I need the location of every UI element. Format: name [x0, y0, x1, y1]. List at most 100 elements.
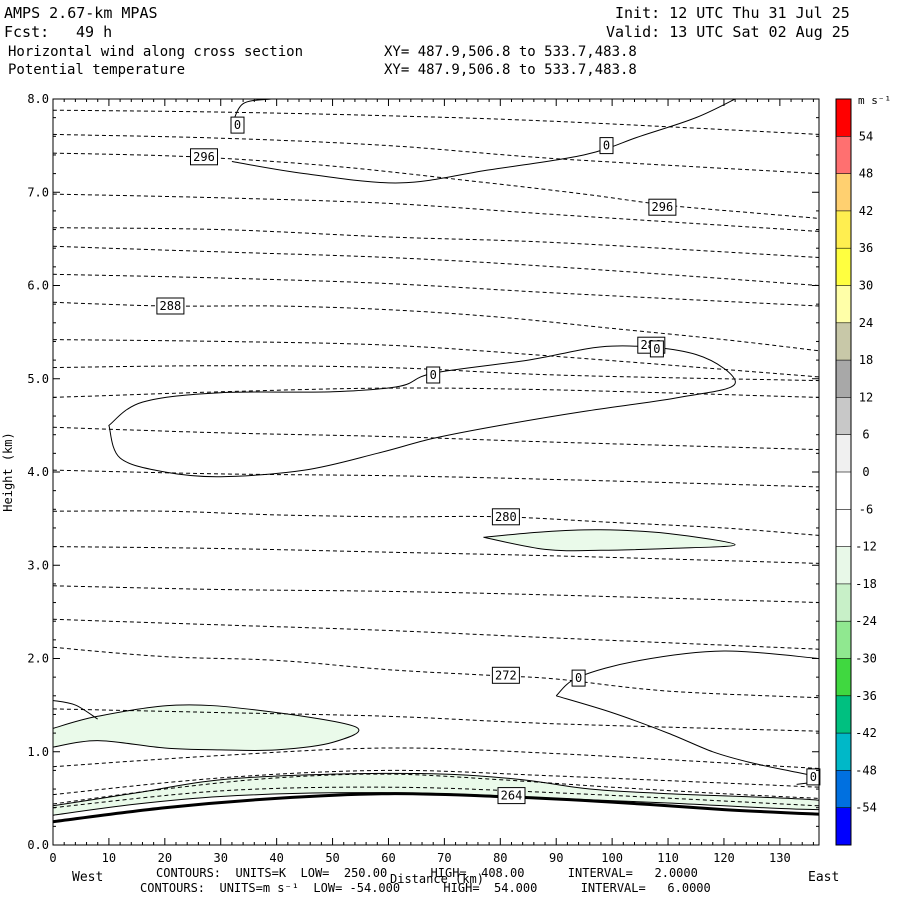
- x-tick-label: 10: [102, 851, 116, 865]
- wind-label-2: 0: [426, 366, 441, 384]
- colorbar-swatch: [836, 322, 851, 361]
- svg-text:0: 0: [603, 139, 610, 153]
- svg-text:272: 272: [495, 668, 517, 682]
- axes: 0 10 20 30 40 50 60 70 80 90 100 110 120 130 0.0 1.0 2.0…: [27, 92, 819, 865]
- svg-text:0: 0: [810, 770, 817, 784]
- colorbar-label: -36: [855, 689, 877, 703]
- y-tick-label: 6.0: [27, 279, 49, 293]
- x-tick-label: 0: [49, 851, 56, 865]
- colorbar-swatch: [836, 360, 851, 398]
- theta-line-2: [53, 747, 819, 769]
- y-tick-label: 7.0: [27, 185, 49, 199]
- x-tick-label: 130: [769, 851, 791, 865]
- theta-contour-272: [53, 646, 819, 699]
- colorbar-label: -18: [855, 577, 877, 591]
- forecast-hour: 49 h: [76, 23, 113, 41]
- init-time: Init: 12 UTC Thu 31 Jul 25: [615, 4, 850, 22]
- field1-name: Horizontal wind along cross section: [8, 44, 304, 60]
- contours-theta: CONTOURS: UNITS=K LOW= 250.00 HIGH= 408.…: [156, 866, 698, 880]
- colorbar-swatch: [836, 546, 851, 584]
- field2-xy: XY= 487.9,506.8 to 533.7,483.8: [384, 62, 637, 78]
- model-name: AMPS 2.67-km MPAS: [4, 4, 158, 22]
- colorbar-label: -24: [855, 614, 877, 628]
- wind-zero-contour-3: [53, 700, 98, 720]
- theta-label-0: 296: [190, 148, 218, 166]
- theta-line-5: [53, 585, 819, 603]
- theta-contours: [53, 109, 819, 809]
- colorbar-label: -42: [855, 726, 877, 740]
- theta-label-4: 280: [491, 508, 520, 526]
- colorbar-swatch: [836, 770, 851, 808]
- theta-contour-264: [53, 773, 819, 805]
- theta-line-6: [53, 546, 819, 564]
- colorbar-swatch: [836, 733, 851, 771]
- x-tick-label: 40: [269, 851, 283, 865]
- svg-text:0: 0: [653, 342, 660, 356]
- theta-label-2: 288: [156, 297, 185, 315]
- colorbar-label: 24: [859, 316, 873, 330]
- colorbar-swatch: [836, 248, 851, 286]
- colorbar-label: -12: [855, 540, 877, 554]
- theta-line-9: [53, 387, 819, 398]
- theta-label-5: 272: [491, 666, 520, 684]
- terrain: [53, 792, 819, 824]
- colorbar-label: 12: [859, 390, 873, 404]
- theta-line-4: [53, 618, 819, 650]
- colorbar-label: -30: [855, 652, 877, 666]
- colorbar-swatch: [836, 99, 851, 137]
- colorbar-swatch: [836, 397, 851, 435]
- negative-wind-region-1: [483, 529, 736, 552]
- svg-text:288: 288: [160, 299, 182, 313]
- theta-line-8: [53, 426, 819, 451]
- terrain-line: [53, 792, 819, 824]
- theta-line-3: [53, 708, 819, 732]
- colorbar-label: -48: [855, 763, 877, 777]
- x-tick-label: 60: [381, 851, 395, 865]
- wind-label-4: 0: [571, 669, 586, 687]
- theta-line-16: [53, 133, 819, 175]
- x-tick-label: 110: [657, 851, 679, 865]
- theta-line-7: [53, 469, 819, 488]
- wind-zero-contour-5: [556, 695, 819, 778]
- wind-label-1: 0: [599, 137, 614, 155]
- field2-name: Potential temperature: [8, 62, 186, 78]
- colorbar-swatch: [836, 434, 851, 472]
- colorbar-label: 36: [859, 241, 873, 255]
- x-tick-label: 20: [158, 851, 172, 865]
- y-tick-label: 4.0: [27, 465, 49, 479]
- y-tick-label: 5.0: [27, 372, 49, 386]
- theta-line-13: [53, 245, 819, 286]
- theta-line-0: [53, 786, 819, 809]
- svg-text:0: 0: [234, 118, 241, 132]
- svg-text:264: 264: [501, 789, 523, 803]
- x-tick-label: 50: [325, 851, 339, 865]
- contour-labels: 296296288288280272264000000: [156, 116, 821, 805]
- wind-label-0: 0: [230, 116, 245, 134]
- colorbar-swatch: [836, 472, 851, 510]
- colorbar-swatch: [836, 583, 851, 622]
- contours-wind: CONTOURS: UNITS=m s⁻¹ LOW= -54.000 HIGH=…: [140, 881, 711, 895]
- theta-line-15: [53, 193, 819, 232]
- theta-contour-296: [53, 152, 819, 219]
- svg-text:296: 296: [193, 150, 215, 164]
- colorbar-swatch: [836, 210, 851, 249]
- colorbar-label: 6: [862, 428, 869, 442]
- theta-line-11: [53, 339, 819, 378]
- colorbar-label: -6: [859, 502, 873, 516]
- theta-line-12: [53, 273, 819, 307]
- colorbar-label: 42: [859, 204, 873, 218]
- colorbar-label: 48: [859, 167, 873, 181]
- svg-text:280: 280: [495, 510, 517, 524]
- theta-line-17: [53, 109, 819, 135]
- wind-zero-contour-4: [555, 650, 819, 697]
- theta-contour-280: [53, 510, 819, 536]
- wind-contours: [53, 99, 819, 785]
- x-tick-label: 120: [713, 851, 735, 865]
- colorbar-label: 54: [859, 129, 873, 143]
- y-tick-label: 1.0: [27, 745, 49, 759]
- theta-label-1: 296: [648, 198, 677, 216]
- field1-xy: XY= 487.9,506.8 to 533.7,483.8: [384, 44, 637, 60]
- x-tick-label: 90: [549, 851, 563, 865]
- colorbar-label: 18: [859, 353, 873, 367]
- forecast-label: Fcst:: [4, 23, 50, 41]
